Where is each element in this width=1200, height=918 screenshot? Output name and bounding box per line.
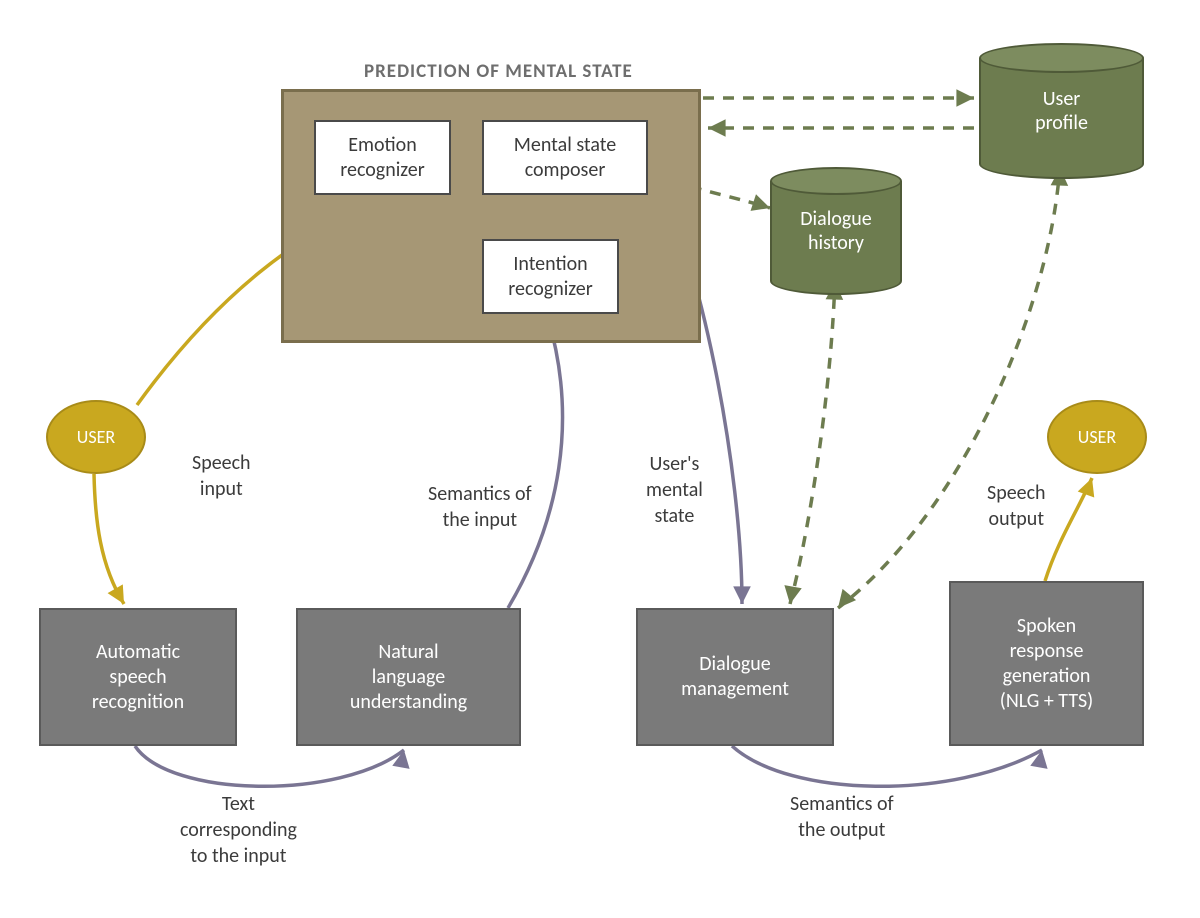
srg-box: Spokenresponsegeneration(NLG + TTS) <box>949 581 1144 746</box>
dialogue-history-label: Dialoguehistory <box>800 207 871 255</box>
diagram-canvas: PREDICTION OF MENTAL STATE Emotionrecogn… <box>0 0 1200 918</box>
asr-label: Automaticspeechrecognition <box>92 640 184 715</box>
text-corresponding-label: Textcorrespondingto the input <box>180 791 297 869</box>
intention-recognizer-box: Intentionrecognizer <box>482 239 619 314</box>
user-profile-cylinder: Userprofile <box>979 58 1144 164</box>
emotion-recognizer-box: Emotionrecognizer <box>314 120 451 195</box>
emotion-recognizer-label: Emotionrecognizer <box>340 133 424 183</box>
users-mental-state-label: User'smentalstate <box>646 451 703 529</box>
intention-recognizer-label: Intentionrecognizer <box>508 252 592 302</box>
user-left-node: USER <box>46 400 146 474</box>
srg-label: Spokenresponsegeneration(NLG + TTS) <box>1000 614 1093 714</box>
speech-output-label: Speechoutput <box>987 480 1046 532</box>
semantics-output-label: Semantics ofthe output <box>790 791 894 843</box>
asr-box: Automaticspeechrecognition <box>39 608 237 746</box>
mental-state-composer-label: Mental statecomposer <box>514 133 616 183</box>
nlu-label: Naturallanguageunderstanding <box>350 640 467 715</box>
dialogue-management-label: Dialoguemanagement <box>681 652 789 702</box>
user-profile-label: Userprofile <box>1035 87 1088 135</box>
semantics-input-label: Semantics ofthe input <box>428 481 532 533</box>
mental-state-composer-box: Mental statecomposer <box>482 120 648 195</box>
prediction-title: PREDICTION OF MENTAL STATE <box>364 60 633 83</box>
user-left-label: USER <box>77 426 115 448</box>
user-right-label: USER <box>1078 426 1116 448</box>
nlu-box: Naturallanguageunderstanding <box>296 608 521 746</box>
dialogue-history-cylinder: Dialoguehistory <box>770 181 902 281</box>
speech-input-label: Speechinput <box>192 450 251 502</box>
user-right-node: USER <box>1047 400 1147 474</box>
dialogue-management-box: Dialoguemanagement <box>636 608 834 746</box>
